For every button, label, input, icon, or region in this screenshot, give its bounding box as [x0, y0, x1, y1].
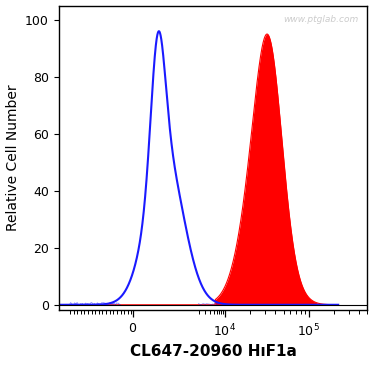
X-axis label: CL647-20960 HıF1a: CL647-20960 HıF1a	[130, 345, 297, 360]
Text: www.ptglab.com: www.ptglab.com	[283, 15, 358, 24]
Y-axis label: Relative Cell Number: Relative Cell Number	[6, 85, 19, 231]
